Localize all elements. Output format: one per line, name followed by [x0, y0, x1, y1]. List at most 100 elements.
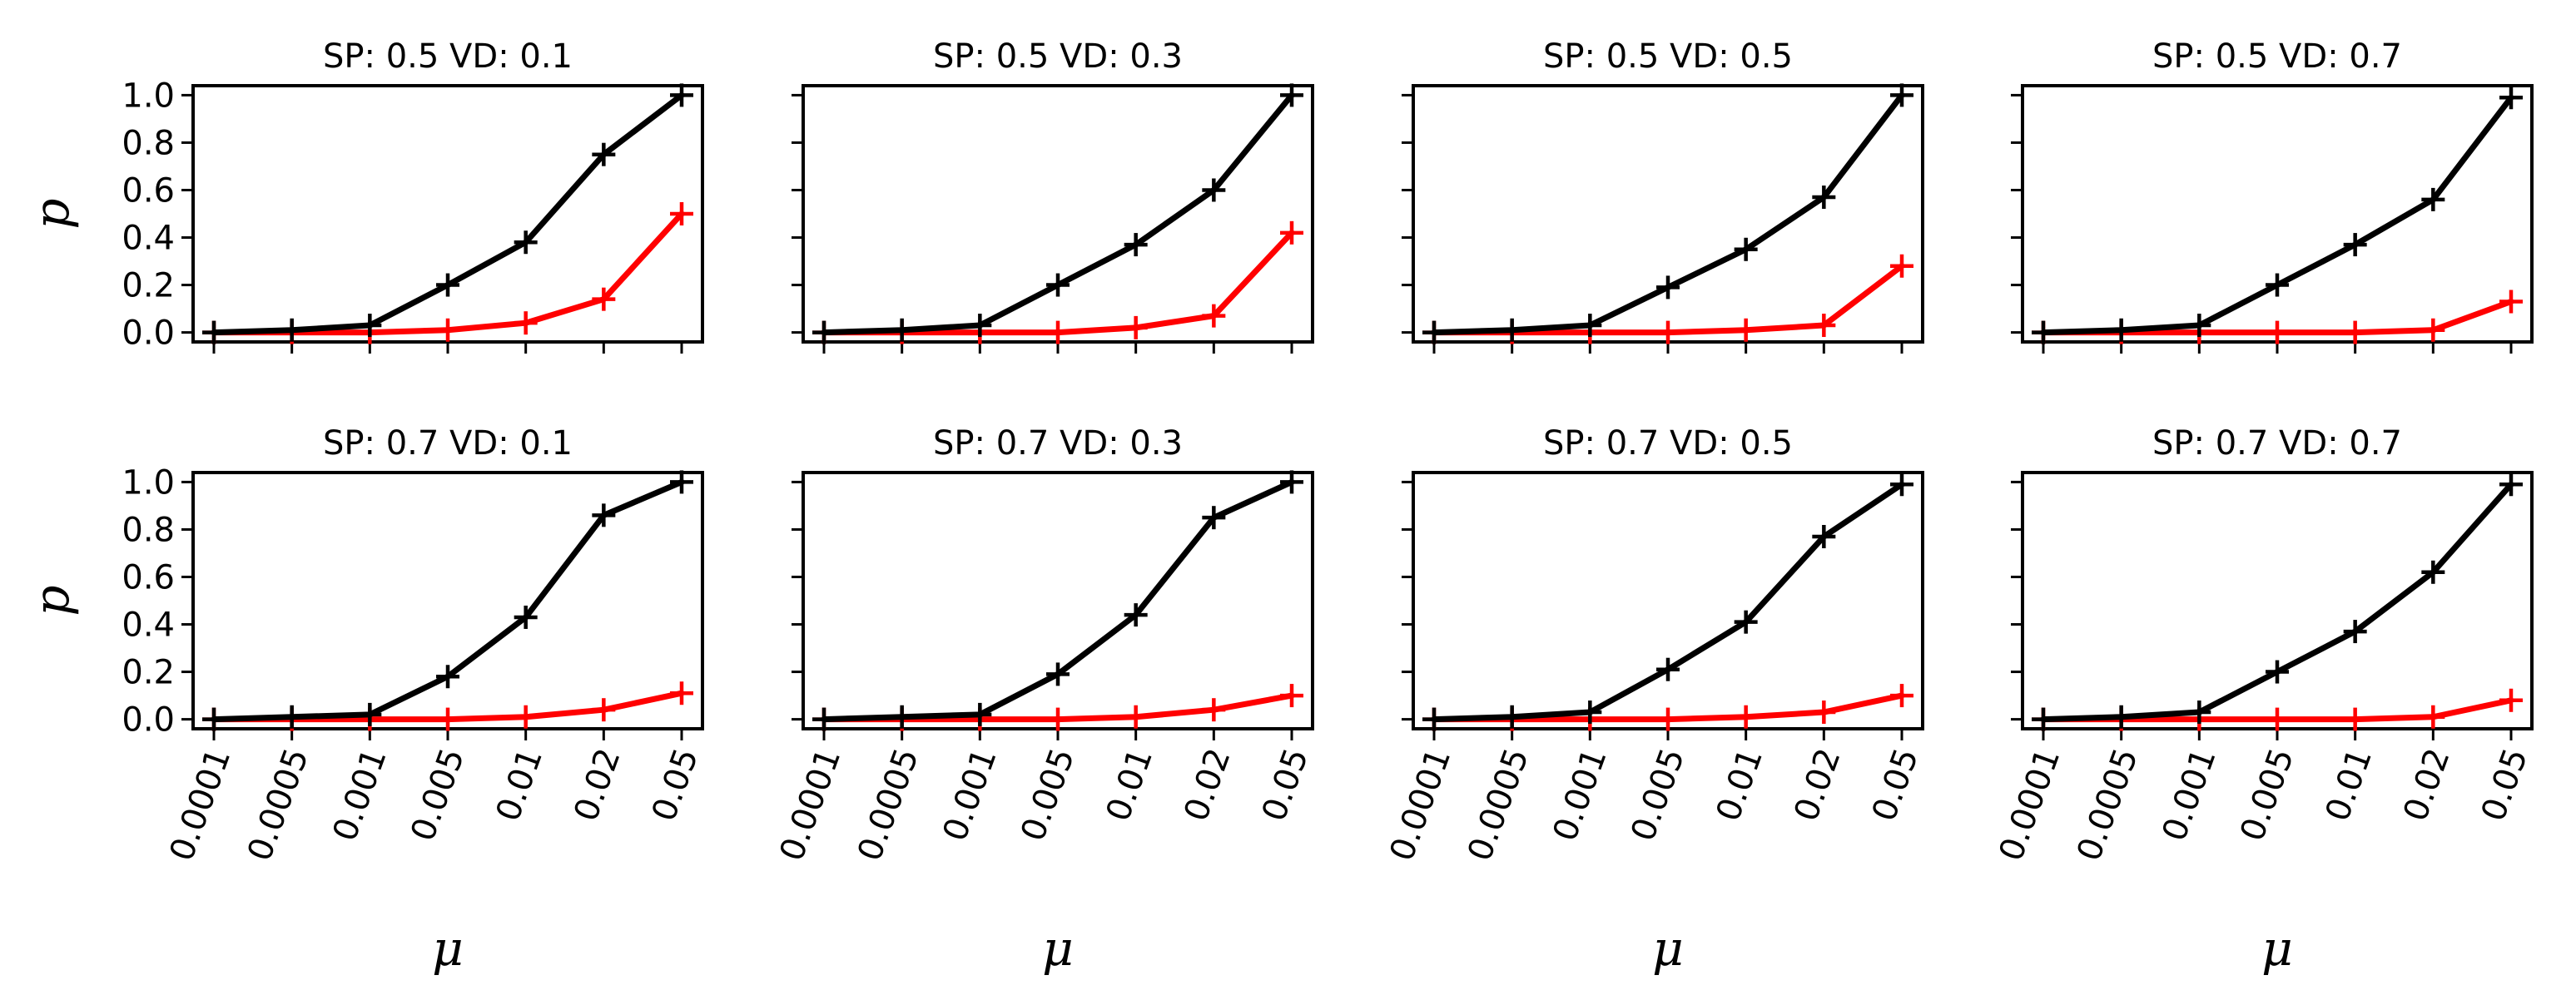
x-tick-label: 0.05	[1255, 744, 1317, 826]
data-point-red	[1280, 220, 1303, 245]
axes-frame	[191, 84, 704, 344]
x-tick-label: 0.005	[1014, 744, 1082, 846]
data-point-black	[280, 318, 304, 342]
data-point-red	[436, 707, 459, 731]
data-point-black	[1812, 186, 1836, 210]
data-point-black	[2499, 86, 2523, 110]
data-point-red	[592, 287, 616, 311]
data-point-black	[1656, 275, 1680, 299]
subplot-title: SP: 0.7 VD: 0.5	[1543, 424, 1793, 463]
axes-frame	[191, 471, 704, 730]
data-point-black	[1656, 657, 1680, 681]
data-point-black	[1890, 473, 1913, 497]
y-tick-label: 1.0	[122, 463, 175, 502]
data-point-red	[592, 698, 616, 722]
x-tick-label: 0.0001	[1992, 744, 2067, 866]
data-point-black	[1124, 233, 1148, 257]
series-line-black	[2040, 94, 2514, 336]
subplot-6: SP: 0.7 VD: 0.3 0.0001 0.0005 0.001 0.005 0.0…	[772, 424, 1316, 977]
series-line-red	[211, 210, 685, 336]
data-point-red	[2421, 318, 2445, 342]
data-point-red	[1734, 318, 1758, 342]
x-tick-label: 0.01	[2318, 744, 2380, 826]
y-axis-label: p	[23, 585, 80, 616]
x-tick-label: 0.02	[567, 744, 628, 826]
data-point-red	[1812, 700, 1836, 725]
data-point-black	[890, 705, 914, 729]
series-line-black	[821, 92, 1295, 336]
data-point-red	[1812, 314, 1836, 338]
series-line-black	[1431, 481, 1905, 723]
x-axis-label: μ	[2261, 920, 2293, 977]
data-point-red	[1734, 705, 1758, 729]
y-tick-label: 0.6	[122, 171, 175, 210]
data-point-red	[2343, 707, 2367, 731]
data-point-red	[2499, 688, 2523, 712]
data-point-red	[1656, 707, 1680, 731]
data-point-black	[592, 142, 616, 166]
y-tick-label: 0.4	[122, 606, 175, 645]
data-point-black	[592, 503, 616, 527]
x-tick-label: 0.02	[1787, 744, 1849, 826]
data-point-red	[514, 705, 538, 729]
data-point-black	[890, 318, 914, 342]
data-point-black	[358, 702, 382, 726]
x-tick-label: 0.05	[645, 744, 707, 826]
data-point-red	[1280, 684, 1303, 708]
subplot-1: SP: 0.5 VD: 0.1 0.0 0.2 0.4 0.6 0.8 1.0 p	[23, 37, 704, 354]
data-point-red	[1656, 320, 1680, 344]
data-point-red	[2266, 320, 2289, 344]
x-tick-label: 0.005	[1624, 744, 1692, 846]
data-point-black	[1124, 603, 1148, 627]
data-point-black	[1046, 662, 1070, 686]
data-point-black	[1890, 83, 1913, 107]
x-tick-label: 0.01	[1099, 744, 1160, 826]
x-tick-label: 0.05	[2474, 744, 2536, 826]
subplot-5: SP: 0.7 VD: 0.10.00.20.40.60.81.00.0001 0…	[23, 424, 706, 977]
data-point-black	[280, 705, 304, 729]
data-point-black	[2266, 273, 2289, 297]
x-tick-label: 0.01	[489, 744, 550, 826]
data-point-red	[436, 318, 459, 342]
subplot-title: SP: 0.5 VD: 0.1	[323, 37, 573, 76]
subplot-7: SP: 0.7 VD: 0.5 0.0001 0.0005 0.001 0.005 0.0…	[1382, 424, 1926, 977]
data-point-red	[1890, 684, 1913, 708]
x-tick-label: 0.005	[404, 744, 472, 846]
data-point-black	[812, 320, 836, 344]
x-axis-label: μ	[1042, 920, 1074, 977]
axes-frame	[1412, 471, 1924, 730]
axes-frame	[2021, 84, 2534, 344]
y-tick-label: 1.0	[122, 77, 175, 115]
data-point-black	[1578, 314, 1602, 338]
data-point-black	[514, 605, 538, 629]
subplot-title: SP: 0.5 VD: 0.3	[933, 37, 1183, 76]
x-tick-label: 0.0005	[851, 744, 926, 866]
data-point-red	[1124, 315, 1148, 339]
x-tick-label: 0.02	[1177, 744, 1238, 826]
data-point-red	[2343, 320, 2367, 344]
data-point-red	[2421, 705, 2445, 729]
data-point-black	[1734, 610, 1758, 634]
subplot-title: SP: 0.7 VD: 0.1	[323, 424, 573, 463]
data-point-black	[2343, 620, 2367, 644]
data-point-red	[670, 202, 693, 225]
subplot-title: SP: 0.7 VD: 0.7	[2152, 424, 2402, 463]
data-point-black	[2421, 187, 2445, 211]
x-axis-label: μ	[1652, 920, 1684, 977]
x-tick-label: 0.0001	[772, 744, 848, 866]
data-point-black	[968, 314, 992, 338]
x-tick-label: 0.005	[2233, 744, 2301, 846]
data-point-black	[1422, 707, 1446, 731]
x-tick-label: 0.01	[1709, 744, 1770, 826]
y-tick-label: 0.2	[122, 267, 175, 305]
x-tick-label: 0.0005	[1461, 744, 1536, 866]
data-point-black	[2343, 233, 2367, 257]
data-point-black	[1734, 237, 1758, 261]
data-point-black	[2032, 320, 2055, 344]
x-tick-label: 0.05	[1865, 744, 1927, 826]
data-point-black	[1500, 318, 1524, 342]
data-point-black	[2187, 700, 2211, 725]
data-point-black	[202, 707, 226, 731]
data-point-black	[812, 707, 836, 731]
subplot-title: SP: 0.7 VD: 0.3	[933, 424, 1183, 463]
